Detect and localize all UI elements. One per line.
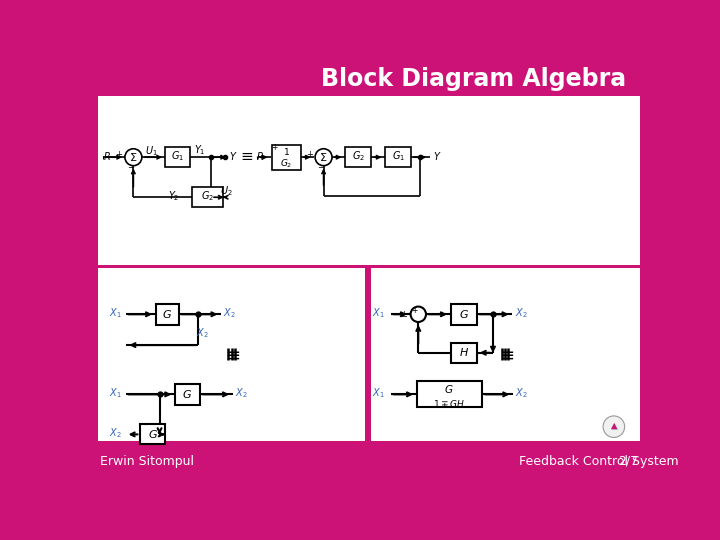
Bar [98, 268, 365, 441]
Circle shape [603, 416, 625, 437]
Bar [272, 145, 301, 170]
Bar [451, 343, 477, 363]
Bar [192, 187, 222, 207]
Bar [385, 147, 411, 167]
Text: $G$: $G$ [444, 383, 454, 395]
Bar [417, 381, 482, 408]
Text: Feedback Control System: Feedback Control System [519, 455, 679, 468]
Text: $Y$: $Y$ [229, 150, 238, 161]
Text: $G$: $G$ [182, 388, 192, 400]
Text: $1$: $1$ [283, 146, 290, 157]
Text: 2/7: 2/7 [618, 455, 639, 468]
Bar [175, 383, 199, 405]
Text: $\Sigma$: $\Sigma$ [320, 151, 328, 163]
Text: $X_2$: $X_2$ [109, 426, 121, 440]
Bar [92, 65, 647, 92]
Text: $R$: $R$ [256, 150, 264, 161]
Text: $+$: $+$ [115, 149, 123, 159]
Text: —: — [611, 426, 617, 432]
Text: $X_1$: $X_1$ [109, 306, 121, 320]
Bar [156, 303, 179, 325]
Circle shape [315, 148, 332, 166]
Text: $X_1$: $X_1$ [109, 386, 121, 400]
Text: $\equiv$: $\equiv$ [222, 345, 241, 363]
Text: $+$: $+$ [271, 142, 279, 152]
Text: $G_1$: $G_1$ [171, 150, 184, 163]
Text: $\equiv$: $\equiv$ [238, 150, 254, 164]
Text: $H$: $H$ [459, 346, 469, 358]
Circle shape [410, 307, 426, 322]
Text: $U_1$: $U_1$ [145, 144, 158, 158]
Text: $R$: $R$ [103, 150, 111, 161]
Text: $\Sigma$: $\Sigma$ [129, 151, 138, 163]
Text: $X_1$: $X_1$ [372, 306, 384, 320]
Text: $X_2$: $X_2$ [223, 306, 236, 320]
Bar [140, 424, 165, 444]
Text: $X_2$: $X_2$ [235, 386, 248, 400]
Text: Erwin Sitompul: Erwin Sitompul [99, 455, 194, 468]
Bar [345, 147, 372, 167]
Text: $G$: $G$ [459, 307, 469, 320]
Text: $Y_1$: $Y_1$ [194, 144, 205, 157]
Text: $1\mp GH$: $1\mp GH$ [433, 398, 465, 409]
Bar [371, 268, 640, 441]
Circle shape [125, 148, 142, 166]
Text: $G_2$: $G_2$ [280, 157, 293, 170]
Text: $G_2$: $G_2$ [201, 190, 214, 204]
Bar [451, 303, 477, 325]
Text: $+$: $+$ [411, 306, 419, 315]
Text: $\equiv$: $\equiv$ [496, 345, 515, 363]
Text: $X_2$: $X_2$ [196, 327, 208, 340]
Text: $\pm$: $\pm$ [400, 309, 408, 319]
Text: $Y_2$: $Y_2$ [168, 189, 180, 202]
Text: $G$: $G$ [162, 307, 172, 320]
Bar [92, 442, 647, 481]
Text: $U_2$: $U_2$ [220, 184, 233, 198]
Text: $G_2$: $G_2$ [351, 150, 365, 163]
Text: $G_1$: $G_1$ [392, 150, 405, 163]
Text: $Y$: $Y$ [433, 150, 441, 161]
Text: Block Diagram Algebra: Block Diagram Algebra [321, 66, 626, 91]
Text: $X_2$: $X_2$ [515, 306, 527, 320]
Text: $-$: $-$ [318, 163, 325, 171]
Text: ▲: ▲ [611, 421, 617, 430]
Text: $-$: $-$ [127, 163, 135, 171]
Text: $X_2$: $X_2$ [516, 386, 528, 400]
Text: $X_1$: $X_1$ [372, 386, 384, 400]
Text: $+$: $+$ [305, 149, 314, 159]
Bar [165, 147, 189, 167]
Text: $G$: $G$ [148, 428, 158, 440]
Bar [98, 96, 640, 265]
